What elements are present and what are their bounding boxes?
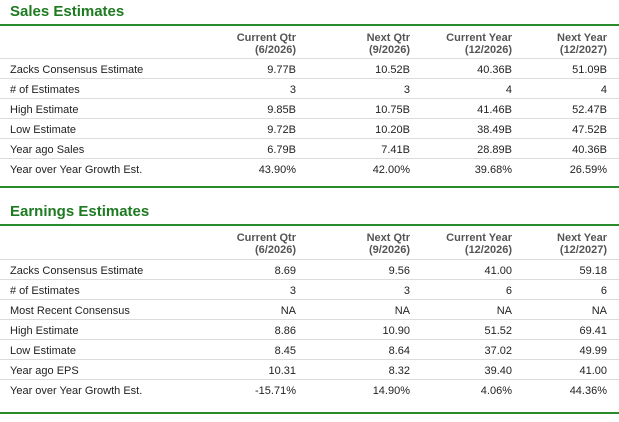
table-row: Most Recent Consensus NA NA NA NA <box>0 299 619 320</box>
table-row: Year over Year Growth Est. 43.90% 42.00%… <box>0 158 619 179</box>
table-row: Zacks Consensus Estimate 9.77B 10.52B 40… <box>0 58 619 79</box>
table-row: Zacks Consensus Estimate 8.69 9.56 41.00… <box>0 259 619 280</box>
cell-value: 10.90 <box>382 325 410 337</box>
cell-value: 49.99 <box>579 345 607 357</box>
cell-value: 3 <box>289 285 296 297</box>
cell-value: 59.18 <box>579 265 607 277</box>
table-row: High Estimate 8.86 10.90 51.52 69.41 <box>0 319 619 340</box>
cell-value: 9.77B <box>267 64 296 76</box>
cell-value: 10.52B <box>375 64 410 76</box>
cell-value: 26.59% <box>569 164 607 176</box>
cell-value: 8.32 <box>388 365 410 377</box>
table-row: High Estimate 9.85B 10.75B 41.46B 52.47B <box>0 98 619 119</box>
cell-value: 9.72B <box>267 124 296 136</box>
sales-estimates-title: Sales Estimates <box>10 3 125 20</box>
earnings-bottom-divider <box>0 412 619 414</box>
cell-value: 8.45 <box>274 345 296 357</box>
row-label: Most Recent Consensus <box>10 305 130 317</box>
cell-value: 51.52 <box>484 325 512 337</box>
cell-value: 41.46B <box>477 104 512 116</box>
sales-title-divider <box>0 24 619 26</box>
cell-value: 41.00 <box>484 265 512 277</box>
cell-value: 3 <box>403 285 410 297</box>
cell-value: -15.71% <box>255 385 296 397</box>
table-row: Low Estimate 9.72B 10.20B 38.49B 47.52B <box>0 118 619 139</box>
row-label: Year ago EPS <box>10 365 79 377</box>
cell-value: NA <box>280 305 296 317</box>
row-label: # of Estimates <box>10 84 80 96</box>
cell-value: 51.09B <box>572 64 607 76</box>
cell-value: 8.64 <box>388 345 410 357</box>
cell-value: 28.89B <box>477 144 512 156</box>
cell-value: 38.49B <box>477 124 512 136</box>
sales-col-header-current-year: Current Year (12/2026) <box>446 32 512 56</box>
cell-value: 4 <box>505 84 512 96</box>
cell-value: 6 <box>505 285 512 297</box>
earnings-title-divider <box>0 224 619 226</box>
row-label: High Estimate <box>10 325 79 337</box>
sales-col-header-current-qtr: Current Qtr (6/2026) <box>236 32 296 56</box>
cell-value: NA <box>394 305 410 317</box>
table-row: Year ago Sales 6.79B 7.41B 28.89B 40.36B <box>0 138 619 159</box>
table-row: Year ago EPS 10.31 8.32 39.40 41.00 <box>0 359 619 380</box>
cell-value: NA <box>496 305 512 317</box>
earnings-estimates-title: Earnings Estimates <box>10 203 150 220</box>
cell-value: 9.56 <box>388 265 410 277</box>
cell-value: 6 <box>600 285 607 297</box>
cell-value: 10.20B <box>375 124 410 136</box>
cell-value: 3 <box>289 84 296 96</box>
cell-value: 4.06% <box>480 385 512 397</box>
cell-value: 4 <box>600 84 607 96</box>
row-label: Zacks Consensus Estimate <box>10 265 144 277</box>
cell-value: 7.41B <box>381 144 410 156</box>
cell-value: 10.31 <box>268 365 296 377</box>
cell-value: 39.40 <box>484 365 512 377</box>
row-label: Year ago Sales <box>10 144 85 156</box>
cell-value: NA <box>591 305 607 317</box>
cell-value: 37.02 <box>484 345 512 357</box>
row-label: Zacks Consensus Estimate <box>10 64 144 76</box>
earnings-col-header-next-year: Next Year (12/2027) <box>557 232 607 256</box>
table-row: Low Estimate 8.45 8.64 37.02 49.99 <box>0 339 619 360</box>
cell-value: 47.52B <box>572 124 607 136</box>
row-label: High Estimate <box>10 104 79 116</box>
row-label: Year over Year Growth Est. <box>10 385 143 397</box>
sales-bottom-divider <box>0 186 619 188</box>
row-label: Year over Year Growth Est. <box>10 164 143 176</box>
sales-col-header-next-year: Next Year (12/2027) <box>557 32 607 56</box>
cell-value: 69.41 <box>579 325 607 337</box>
cell-value: 8.69 <box>274 265 296 277</box>
cell-value: 3 <box>403 84 410 96</box>
row-label: Low Estimate <box>10 345 77 357</box>
table-row: # of Estimates 3 3 4 4 <box>0 78 619 99</box>
cell-value: 40.36B <box>477 64 512 76</box>
cell-value: 43.90% <box>258 164 296 176</box>
earnings-col-header-current-year: Current Year (12/2026) <box>446 232 512 256</box>
table-row: Year over Year Growth Est. -15.71% 14.90… <box>0 379 619 400</box>
earnings-col-header-current-qtr: Current Qtr (6/2026) <box>236 232 296 256</box>
cell-value: 9.85B <box>267 104 296 116</box>
sales-col-header-next-qtr: Next Qtr (9/2026) <box>366 32 410 56</box>
row-label: Low Estimate <box>10 124 77 136</box>
cell-value: 52.47B <box>572 104 607 116</box>
cell-value: 40.36B <box>572 144 607 156</box>
cell-value: 14.90% <box>372 385 410 397</box>
cell-value: 8.86 <box>274 325 296 337</box>
cell-value: 44.36% <box>569 385 607 397</box>
earnings-col-header-next-qtr: Next Qtr (9/2026) <box>366 232 410 256</box>
cell-value: 10.75B <box>375 104 410 116</box>
cell-value: 42.00% <box>372 164 410 176</box>
cell-value: 39.68% <box>474 164 512 176</box>
cell-value: 41.00 <box>579 365 607 377</box>
table-row: # of Estimates 3 3 6 6 <box>0 279 619 300</box>
cell-value: 6.79B <box>267 144 296 156</box>
row-label: # of Estimates <box>10 285 80 297</box>
